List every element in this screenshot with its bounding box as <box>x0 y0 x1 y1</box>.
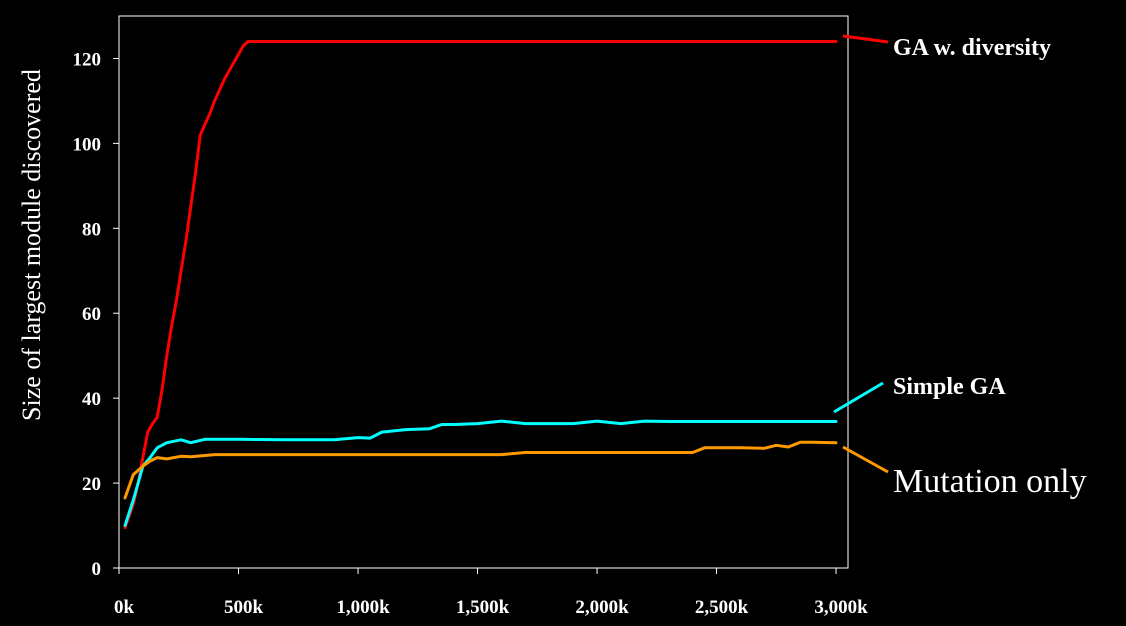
legend-label: GA w. diversity <box>893 35 1051 61</box>
series-line <box>123 440 838 500</box>
y-tick-label: 40 <box>82 389 101 410</box>
x-tick-label: 1,500k <box>456 597 510 618</box>
x-tick-label: 500k <box>224 597 264 618</box>
x-tick-label: 3,000k <box>814 597 868 618</box>
x-tick-label: 2,000k <box>575 597 629 618</box>
axes: 0k 500k 1,000k 1,500k 2,000k 2,500k 3,000k 0 20 4… <box>17 49 868 618</box>
y-tick-label: 100 <box>73 134 102 155</box>
x-tick-label: 2,500k <box>695 597 749 618</box>
x-tick-label: 1,000k <box>336 597 390 618</box>
plot-area <box>118 15 849 569</box>
legend-leader-line <box>833 381 884 414</box>
series-lines <box>123 40 838 530</box>
series-line <box>123 40 838 530</box>
y-tick-label: 0 <box>92 559 102 580</box>
legend-label: Simple GA <box>893 374 1006 400</box>
y-tick-label: 120 <box>73 49 102 70</box>
y-tick-label: 20 <box>82 474 101 495</box>
y-tick-label: 80 <box>82 219 101 240</box>
x-tick-label: 0k <box>114 597 135 618</box>
legend-leader-line <box>842 34 889 44</box>
series-line <box>123 419 838 527</box>
y-axis-label: Size of largest module discovered <box>17 69 46 421</box>
y-tick-label: 60 <box>82 304 101 325</box>
legend: GA w. diversity Simple GA Mutation only <box>833 34 1087 500</box>
legend-label: Mutation only <box>893 463 1087 500</box>
legend-leader-line <box>842 445 889 474</box>
